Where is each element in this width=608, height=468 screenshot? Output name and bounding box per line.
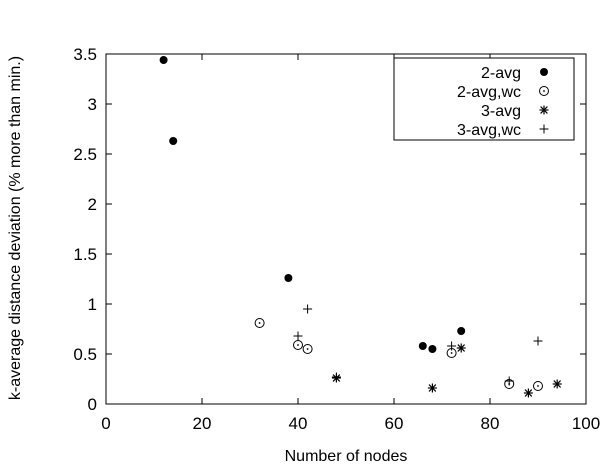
data-point <box>533 336 543 346</box>
legend: 2-avg 2-avg,wc 3-avg 3-avg,wc <box>393 57 575 141</box>
marker-center <box>297 344 299 346</box>
data-point <box>457 327 466 335</box>
y-tick-label: 3 <box>88 95 97 114</box>
marker-shape <box>539 86 549 96</box>
series-2 <box>254 318 543 391</box>
marker-center <box>450 352 453 354</box>
data-point <box>159 56 168 64</box>
marker-stroke <box>457 344 466 352</box>
plot-axes <box>105 53 587 405</box>
legend-label: 2-avg <box>481 65 521 82</box>
series-3 <box>331 343 562 398</box>
marker-stroke <box>540 106 548 114</box>
data-points <box>159 56 562 398</box>
y-tick-label: 0 <box>88 395 97 414</box>
legend-entry: 3-avg,wc <box>457 122 549 139</box>
marker-center <box>537 385 539 387</box>
x-axis-ticks: 0 20 40 60 80 100 <box>101 54 600 433</box>
y-tick-label: 2 <box>88 195 97 214</box>
marker-stroke <box>428 384 437 392</box>
y-tick-label: 3.5 <box>73 45 97 64</box>
legend-entry: 3-avg <box>481 103 549 120</box>
y-axis-label: k-average distance deviation (% more tha… <box>7 56 24 400</box>
x-tick-label: 20 <box>193 414 212 433</box>
data-point <box>293 331 303 341</box>
y-axis-ticks: 0 0.5 1 1.5 2 2.5 3 3.5 <box>73 45 586 414</box>
legend-entry: 2-avg,wc <box>457 84 549 101</box>
data-point <box>284 274 293 282</box>
series-1 <box>159 56 466 353</box>
data-point <box>331 372 341 382</box>
legend-label: 3-avg <box>481 103 521 120</box>
data-point <box>533 381 543 391</box>
y-tick-label: 2.5 <box>73 145 97 164</box>
data-point <box>427 383 437 393</box>
data-point <box>293 340 303 350</box>
y-tick-label: 1.5 <box>73 245 97 264</box>
marker-shape <box>302 344 313 354</box>
data-point <box>428 345 437 353</box>
legend-marker <box>539 105 549 115</box>
marker-center <box>258 322 261 324</box>
marker-shape <box>428 345 437 353</box>
data-point <box>552 379 562 389</box>
marker-stroke <box>553 380 562 388</box>
x-tick-label: 80 <box>481 414 500 433</box>
marker-shape <box>159 56 168 64</box>
marker-shape <box>169 137 178 145</box>
x-axis-label: Number of nodes <box>285 448 408 465</box>
data-point <box>254 318 265 328</box>
y-tick-label: 1 <box>88 295 97 314</box>
plot-frame <box>105 53 587 405</box>
data-point <box>302 344 313 354</box>
x-tick-label: 60 <box>385 414 404 433</box>
series-4 <box>293 304 543 386</box>
data-point <box>504 376 514 386</box>
legend-label: 2-avg,wc <box>457 84 521 101</box>
data-point <box>456 343 466 353</box>
legend-marker <box>540 68 548 76</box>
marker-stroke <box>524 389 533 397</box>
data-point <box>169 137 178 145</box>
legend-marker <box>539 86 549 96</box>
data-point <box>523 388 533 398</box>
marker-shape <box>254 318 265 328</box>
marker-shape <box>418 342 427 350</box>
y-tick-label: 0.5 <box>73 345 97 364</box>
marker-shape <box>284 274 293 282</box>
legend-entry: 2-avg <box>481 65 548 82</box>
data-point <box>418 342 427 350</box>
marker-shape <box>457 327 466 335</box>
marker-shape <box>533 381 543 391</box>
marker-shape <box>540 68 548 76</box>
x-tick-label: 0 <box>101 414 110 433</box>
x-tick-label: 40 <box>289 414 308 433</box>
marker-center <box>543 90 545 92</box>
data-point <box>303 304 313 314</box>
legend-label: 3-avg,wc <box>457 122 521 139</box>
data-point <box>447 341 457 351</box>
legend-marker <box>539 124 549 134</box>
marker-center <box>306 348 309 350</box>
x-tick-label: 100 <box>572 414 600 433</box>
